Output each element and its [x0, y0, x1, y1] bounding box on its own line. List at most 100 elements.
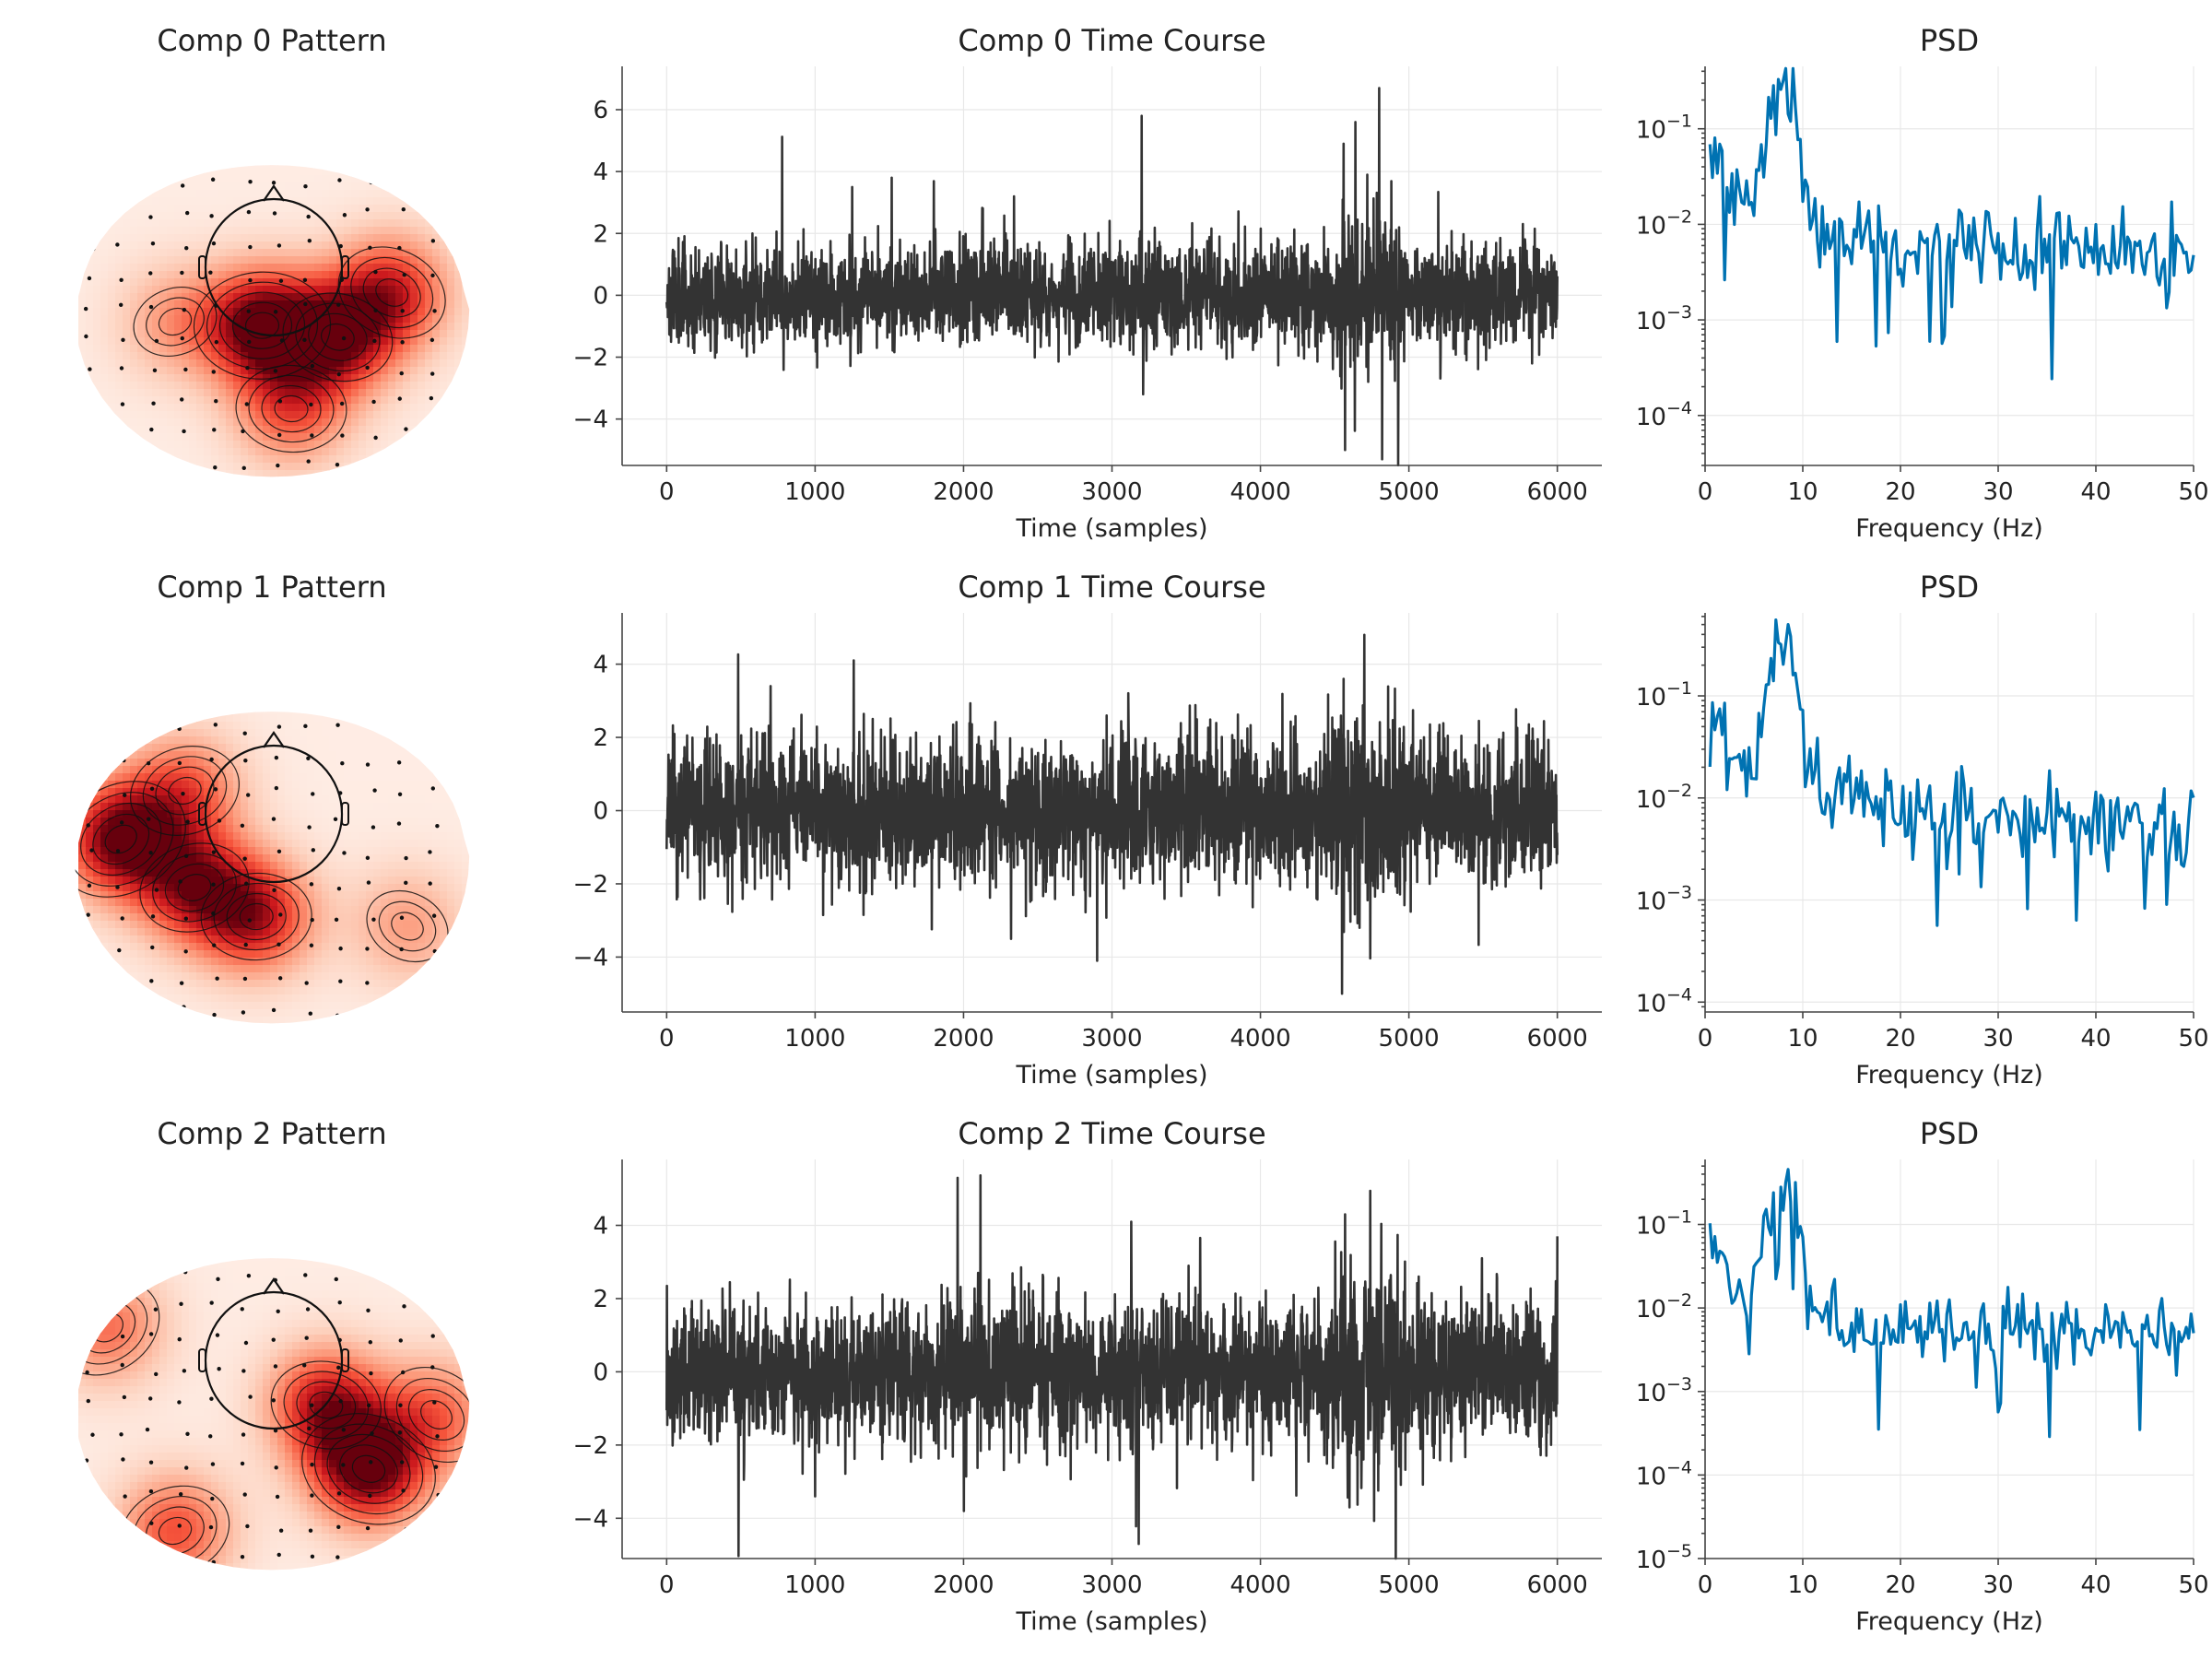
- x-tick-label: 0: [659, 1025, 675, 1053]
- x-tick-label: 0: [1698, 1025, 1713, 1053]
- right-ear-outline: [341, 802, 349, 826]
- x-tick-label: 30: [1983, 478, 2013, 506]
- x-tick-label: 2000: [933, 1571, 994, 1599]
- y-tick-label: −2: [573, 1432, 608, 1460]
- x-tick-label: 50: [2178, 478, 2208, 506]
- x-tick-label: 3000: [1081, 1571, 1142, 1599]
- y-tick-label: 2: [593, 724, 608, 752]
- y-tick-label: 10−2: [1636, 781, 1692, 814]
- y-tick-label: 10−3: [1636, 883, 1692, 916]
- y-tick-label: 10−4: [1636, 984, 1692, 1018]
- topomap-field: [74, 712, 470, 1024]
- x-tick-label: 50: [2178, 1571, 2208, 1599]
- y-tick-label: 2: [593, 220, 608, 248]
- x-axis-label: Frequency (Hz): [1855, 1061, 2043, 1089]
- psd-series: [1708, 66, 2195, 381]
- timecourse-series: [665, 1174, 1559, 1560]
- x-tick-label: 6000: [1527, 1571, 1588, 1599]
- x-tick-label: 1000: [784, 478, 845, 506]
- x-axis-label: Time (samples): [1016, 1607, 1208, 1636]
- psd-title: PSD: [1920, 23, 1979, 58]
- psd-5: PSD 0 10 20 30 40 50 10−4 10−3 10−2 10−1 Frequency …: [1636, 570, 2209, 1089]
- x-axis-label: Time (samples): [1016, 1061, 1208, 1089]
- y-tick-label: 10−4: [1636, 398, 1692, 431]
- psd-title: PSD: [1920, 570, 1979, 605]
- y-tick-label: 10−2: [1636, 1290, 1692, 1324]
- x-tick-label: 5000: [1379, 1025, 1440, 1053]
- x-tick-label: 5000: [1379, 478, 1440, 506]
- y-tick-label: −2: [573, 345, 608, 372]
- topomap-3: Comp 1 Pattern: [74, 570, 470, 1024]
- x-tick-label: 10: [1787, 1025, 1818, 1053]
- y-tick-label: 0: [593, 282, 608, 310]
- right-ear-outline: [341, 1348, 349, 1372]
- topomap-field: [74, 1258, 470, 1571]
- y-tick-label: −4: [573, 1505, 608, 1533]
- x-tick-label: 1000: [784, 1025, 845, 1053]
- topomap-title: Comp 2 Pattern: [157, 1116, 386, 1151]
- timecourse-1: Comp 0 Time Course 0 1000 2000 3000 4000 5000 6…: [573, 23, 1602, 543]
- x-tick-label: 2000: [933, 478, 994, 506]
- psd-8: PSD 0 10 20 30 40 50 10−5 10−4 10−3 10−2 10−1 Freque…: [1636, 1116, 2209, 1636]
- y-tick-label: 0: [593, 1359, 608, 1386]
- timecourse-title: Comp 2 Time Course: [958, 1116, 1265, 1151]
- y-tick-label: 10−1: [1636, 678, 1692, 712]
- x-axis-label: Frequency (Hz): [1855, 514, 2043, 543]
- y-tick-label: 4: [593, 159, 608, 186]
- left-ear-outline: [198, 255, 206, 279]
- timecourse-series: [665, 87, 1559, 466]
- x-tick-label: 4000: [1230, 478, 1290, 506]
- y-tick-label: 10−5: [1636, 1541, 1692, 1574]
- x-tick-label: 30: [1983, 1571, 2013, 1599]
- y-tick-label: 6: [593, 97, 608, 124]
- y-tick-label: 2: [593, 1286, 608, 1313]
- x-tick-label: 30: [1983, 1025, 2013, 1053]
- x-tick-label: 4000: [1230, 1025, 1290, 1053]
- topomap-title: Comp 0 Pattern: [157, 23, 386, 58]
- x-tick-label: 2000: [933, 1025, 994, 1053]
- topomap-0: Comp 0 Pattern: [78, 23, 470, 477]
- y-tick-label: −2: [573, 871, 608, 899]
- nose-outline: [263, 1277, 285, 1295]
- x-tick-label: 6000: [1527, 478, 1588, 506]
- topomap-field: [78, 165, 470, 477]
- x-tick-label: 0: [659, 1571, 675, 1599]
- y-tick-label: 4: [593, 1213, 608, 1241]
- topomap-title: Comp 1 Pattern: [157, 570, 386, 605]
- x-tick-label: 20: [1885, 1571, 1915, 1599]
- x-tick-label: 10: [1787, 478, 1818, 506]
- y-tick-label: −4: [573, 406, 608, 434]
- x-tick-label: 40: [2080, 1571, 2111, 1599]
- x-tick-label: 0: [1698, 478, 1713, 506]
- nose-outline: [263, 731, 285, 748]
- x-tick-label: 20: [1885, 1025, 1915, 1053]
- x-tick-label: 6000: [1527, 1025, 1588, 1053]
- y-tick-label: 10−4: [1636, 1457, 1692, 1490]
- x-tick-label: 20: [1885, 478, 1915, 506]
- x-tick-label: 40: [2080, 478, 2111, 506]
- x-tick-label: 5000: [1379, 1571, 1440, 1599]
- timecourse-series: [665, 633, 1559, 995]
- x-tick-label: 0: [659, 478, 675, 506]
- timecourse-4: Comp 1 Time Course 0 1000 2000 3000 4000 5000 6…: [573, 570, 1602, 1089]
- y-tick-label: 4: [593, 652, 608, 679]
- y-tick-label: 0: [593, 798, 608, 826]
- psd-title: PSD: [1920, 1116, 1979, 1151]
- y-tick-label: 10−3: [1636, 302, 1692, 335]
- x-tick-label: 0: [1698, 1571, 1713, 1599]
- x-tick-label: 4000: [1230, 1571, 1290, 1599]
- psd-series: [1708, 618, 2195, 927]
- y-tick-label: −4: [573, 944, 608, 971]
- psd-series: [1708, 1168, 2195, 1439]
- timecourse-title: Comp 0 Time Course: [958, 23, 1265, 58]
- y-tick-label: 10−2: [1636, 206, 1692, 240]
- x-tick-label: 40: [2080, 1025, 2111, 1053]
- topomap-6: Comp 2 Pattern: [74, 1116, 470, 1571]
- y-tick-label: 10−1: [1636, 112, 1692, 145]
- x-tick-label: 50: [2178, 1025, 2208, 1053]
- x-axis-label: Frequency (Hz): [1855, 1607, 2043, 1636]
- x-tick-label: 10: [1787, 1571, 1818, 1599]
- timecourse-7: Comp 2 Time Course 0 1000 2000 3000 4000 5000 6…: [573, 1116, 1602, 1636]
- timecourse-title: Comp 1 Time Course: [958, 570, 1265, 605]
